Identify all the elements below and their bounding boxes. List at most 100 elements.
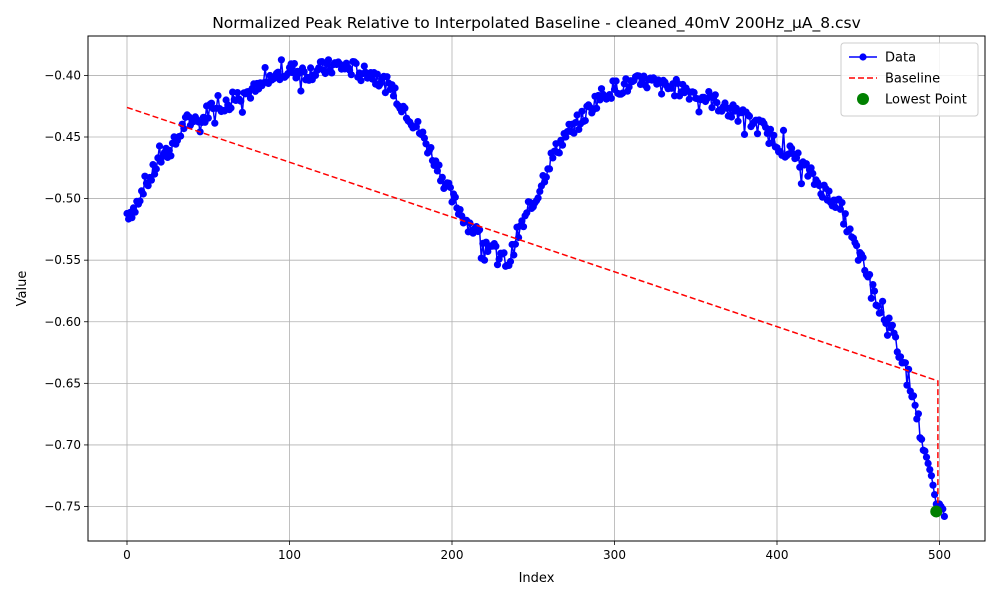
- data-point: [753, 130, 762, 138]
- data-point: [921, 447, 929, 455]
- data-point: [545, 165, 554, 173]
- legend-item-lowest: Lowest Point: [857, 93, 967, 108]
- data-point: [869, 281, 877, 289]
- data-point: [523, 209, 531, 217]
- data-point: [422, 140, 430, 148]
- data-point: [625, 83, 633, 91]
- grid: [88, 36, 985, 541]
- data-point: [658, 90, 666, 98]
- data-point: [214, 92, 222, 100]
- data-point: [261, 64, 269, 72]
- data-point: [708, 104, 716, 112]
- data-point: [896, 353, 905, 361]
- data-point: [573, 111, 581, 119]
- legend-item-baseline: Baseline: [849, 72, 940, 87]
- data-point: [575, 125, 583, 133]
- data-point: [766, 125, 775, 133]
- x-axis-label: Index: [519, 571, 555, 586]
- data-point: [204, 114, 212, 122]
- data-point: [770, 131, 778, 139]
- data-point: [927, 472, 936, 480]
- data-point: [924, 459, 932, 467]
- data-point: [874, 302, 882, 310]
- data-point: [427, 144, 435, 152]
- data-point: [157, 158, 165, 166]
- legend-item-data: Data: [849, 51, 916, 66]
- data-point: [391, 84, 399, 92]
- data-point: [277, 56, 285, 64]
- data-point: [510, 251, 518, 259]
- data-point: [911, 401, 919, 409]
- data-point: [853, 242, 861, 250]
- data-point: [879, 297, 887, 305]
- data-point: [307, 64, 315, 72]
- data-point: [740, 130, 749, 138]
- y-tick-label: −0.40: [44, 68, 81, 82]
- data-point: [892, 333, 900, 341]
- legend-swatch-marker: [857, 93, 869, 105]
- y-tick-label: −0.65: [44, 376, 81, 390]
- data-point: [909, 392, 918, 400]
- data-point: [419, 128, 427, 136]
- data-point: [643, 84, 651, 92]
- data-point: [451, 193, 459, 201]
- data-point: [347, 71, 355, 79]
- data-point: [788, 144, 796, 152]
- data-point: [581, 117, 589, 125]
- data-point: [519, 223, 528, 231]
- plot-area: [123, 56, 949, 521]
- data-point: [433, 167, 441, 175]
- data-point: [155, 142, 164, 150]
- data-point: [926, 466, 934, 474]
- data-point: [500, 249, 508, 257]
- data-point: [290, 60, 298, 68]
- data-point: [511, 240, 519, 248]
- data-point: [328, 69, 336, 77]
- data-point: [555, 149, 563, 157]
- data-point: [711, 91, 719, 99]
- data-point: [274, 68, 282, 76]
- data-point: [536, 187, 544, 195]
- data-point: [870, 287, 879, 295]
- data-point: [607, 94, 615, 102]
- data-point: [727, 113, 736, 121]
- y-tick-label: −0.45: [44, 130, 81, 144]
- data-point: [779, 126, 788, 134]
- y-axis-label: Value: [15, 271, 30, 307]
- data-point: [414, 118, 422, 126]
- data-point: [685, 95, 693, 103]
- data-point: [866, 271, 874, 279]
- data-point: [128, 214, 136, 222]
- data-point: [840, 220, 848, 228]
- data-point: [578, 107, 586, 115]
- data-point: [596, 96, 604, 104]
- data-point: [802, 160, 810, 168]
- data-point: [238, 108, 246, 116]
- data-point: [233, 89, 242, 97]
- data-point: [180, 125, 188, 133]
- x-tick-label: 100: [278, 548, 301, 562]
- data-point: [929, 481, 937, 489]
- data-point: [846, 225, 854, 233]
- data-point: [456, 206, 464, 214]
- data-point: [734, 117, 742, 125]
- data-point: [300, 68, 308, 76]
- data-point: [903, 381, 911, 389]
- legend-label: Data: [885, 51, 916, 66]
- data-point: [549, 154, 557, 162]
- data-point: [492, 242, 500, 250]
- data-point: [420, 134, 428, 142]
- data-point: [493, 261, 502, 269]
- data-point: [931, 491, 939, 499]
- data-point: [558, 141, 567, 149]
- x-tick-label: 300: [603, 548, 626, 562]
- data-point: [612, 77, 620, 85]
- legend: Data Baseline Lowest Point: [840, 42, 979, 117]
- data-point: [882, 319, 890, 327]
- data-point: [794, 149, 802, 157]
- data-point: [570, 129, 578, 137]
- data-point: [136, 197, 144, 205]
- data-point: [690, 88, 698, 97]
